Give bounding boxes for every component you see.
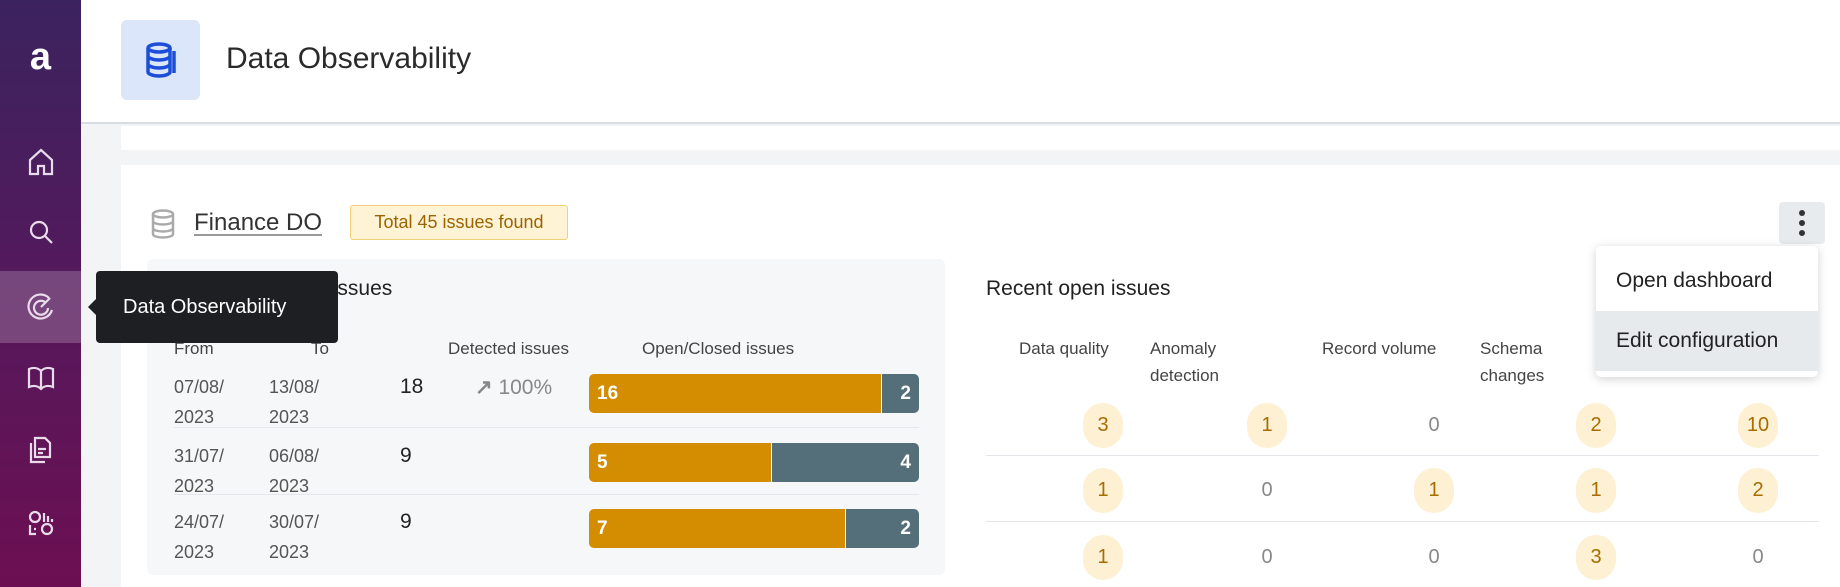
database-icon	[151, 209, 175, 239]
issue-count-pill: 1	[1083, 535, 1123, 580]
row-detected-count: 9	[400, 510, 412, 533]
column-detected-issues: Detected issues	[448, 339, 569, 358]
row-from-date: 07/08/ 2023	[174, 377, 225, 427]
issue-count-pill: 2	[1576, 403, 1616, 448]
kebab-dot	[1799, 220, 1805, 226]
column-record-volume: Record volume	[1322, 339, 1437, 358]
sidebar-item-glossary[interactable]	[0, 342, 81, 414]
open-issues-title: Recent open issues	[986, 277, 1171, 300]
row-to-date: 13/08/ 2023	[269, 377, 320, 427]
issue-count-pill: 2	[1738, 468, 1778, 513]
kebab-dot	[1799, 210, 1805, 216]
column-from: From	[174, 339, 214, 358]
trend-indicator: ↗ 100%	[475, 375, 552, 400]
book-icon	[27, 366, 54, 391]
row-divider	[174, 494, 919, 495]
issue-count-zero: 0	[1428, 546, 1440, 568]
sidebar-item-data-observability[interactable]	[0, 271, 81, 343]
finance-do-link[interactable]: Finance DO	[194, 209, 323, 236]
row-to-date: 06/08/ 2023	[269, 446, 320, 496]
search-icon	[29, 220, 53, 244]
issue-count-pill: 1	[1247, 403, 1287, 448]
issue-count-pill: 1	[1083, 468, 1123, 513]
row-divider	[986, 455, 1819, 456]
options-menu: Open dashboard Edit configuration	[1596, 246, 1818, 377]
sidebar-item-files[interactable]	[0, 414, 81, 486]
issue-count-pill: 1	[1576, 468, 1616, 513]
kebab-dot	[1799, 230, 1805, 236]
sidebar-item-home[interactable]	[0, 126, 81, 198]
row-detected-count: 18	[400, 375, 424, 398]
menu-item-open-dashboard[interactable]: Open dashboard	[1616, 269, 1773, 292]
issue-count-pill: 3	[1576, 535, 1616, 580]
closed-segment: 4	[772, 443, 919, 482]
column-anomaly-detection: Anomaly detection	[1150, 339, 1219, 385]
menu-item-edit-configuration[interactable]: Edit configuration	[1596, 311, 1818, 371]
row-from-date: 31/07/ 2023	[174, 446, 225, 496]
issue-count-zero: 0	[1261, 546, 1273, 568]
issue-count-pill: 3	[1083, 403, 1123, 448]
open-segment: 5	[589, 443, 773, 482]
home-icon	[28, 148, 53, 176]
row-detected-count: 9	[400, 444, 412, 467]
issue-count-zero: 0	[1752, 546, 1764, 568]
issue-count-pill: 10	[1738, 403, 1778, 448]
row-divider	[986, 521, 1819, 522]
issue-count-pill: 1	[1414, 468, 1454, 513]
sidebar-item-search[interactable]	[0, 196, 81, 268]
database-icon	[121, 20, 200, 100]
apps-icon	[28, 510, 53, 536]
page-header: Data Observability	[81, 0, 1840, 124]
row-to-date: 30/07/ 2023	[269, 512, 320, 562]
column-open-closed: Open/Closed issues	[642, 339, 795, 358]
section-strip	[121, 126, 1840, 150]
row-divider	[174, 427, 919, 428]
more-options-button[interactable]	[1779, 202, 1825, 244]
trend-percent: 100%	[498, 376, 553, 399]
closed-segment: 2	[845, 509, 919, 548]
app-logo[interactable]: a	[29, 36, 52, 78]
row-from-date: 24/07/ 2023	[174, 512, 225, 562]
sidebar-item-apps[interactable]	[0, 487, 81, 559]
arrow-up-right-icon: ↗	[475, 376, 493, 399]
files-icon	[29, 436, 51, 464]
sidebar: a	[0, 0, 81, 587]
closed-segment: 2	[882, 374, 919, 413]
total-issues-badge: Total 45 issues found	[350, 205, 568, 240]
open-segment: 7	[589, 509, 846, 548]
column-schema-changes: Schema changes	[1480, 339, 1545, 385]
page-title: Data Observability	[226, 42, 472, 75]
open-segment: 16	[589, 374, 883, 413]
sidebar-tooltip: Data Observability	[88, 271, 338, 343]
issue-count-zero: 0	[1261, 479, 1273, 501]
open-closed-bar: 16 2	[589, 374, 919, 413]
column-data-quality: Data quality	[1019, 339, 1109, 358]
column-to: To	[311, 339, 329, 358]
issue-count-zero: 0	[1428, 414, 1440, 436]
data-observability-icon	[26, 293, 53, 320]
